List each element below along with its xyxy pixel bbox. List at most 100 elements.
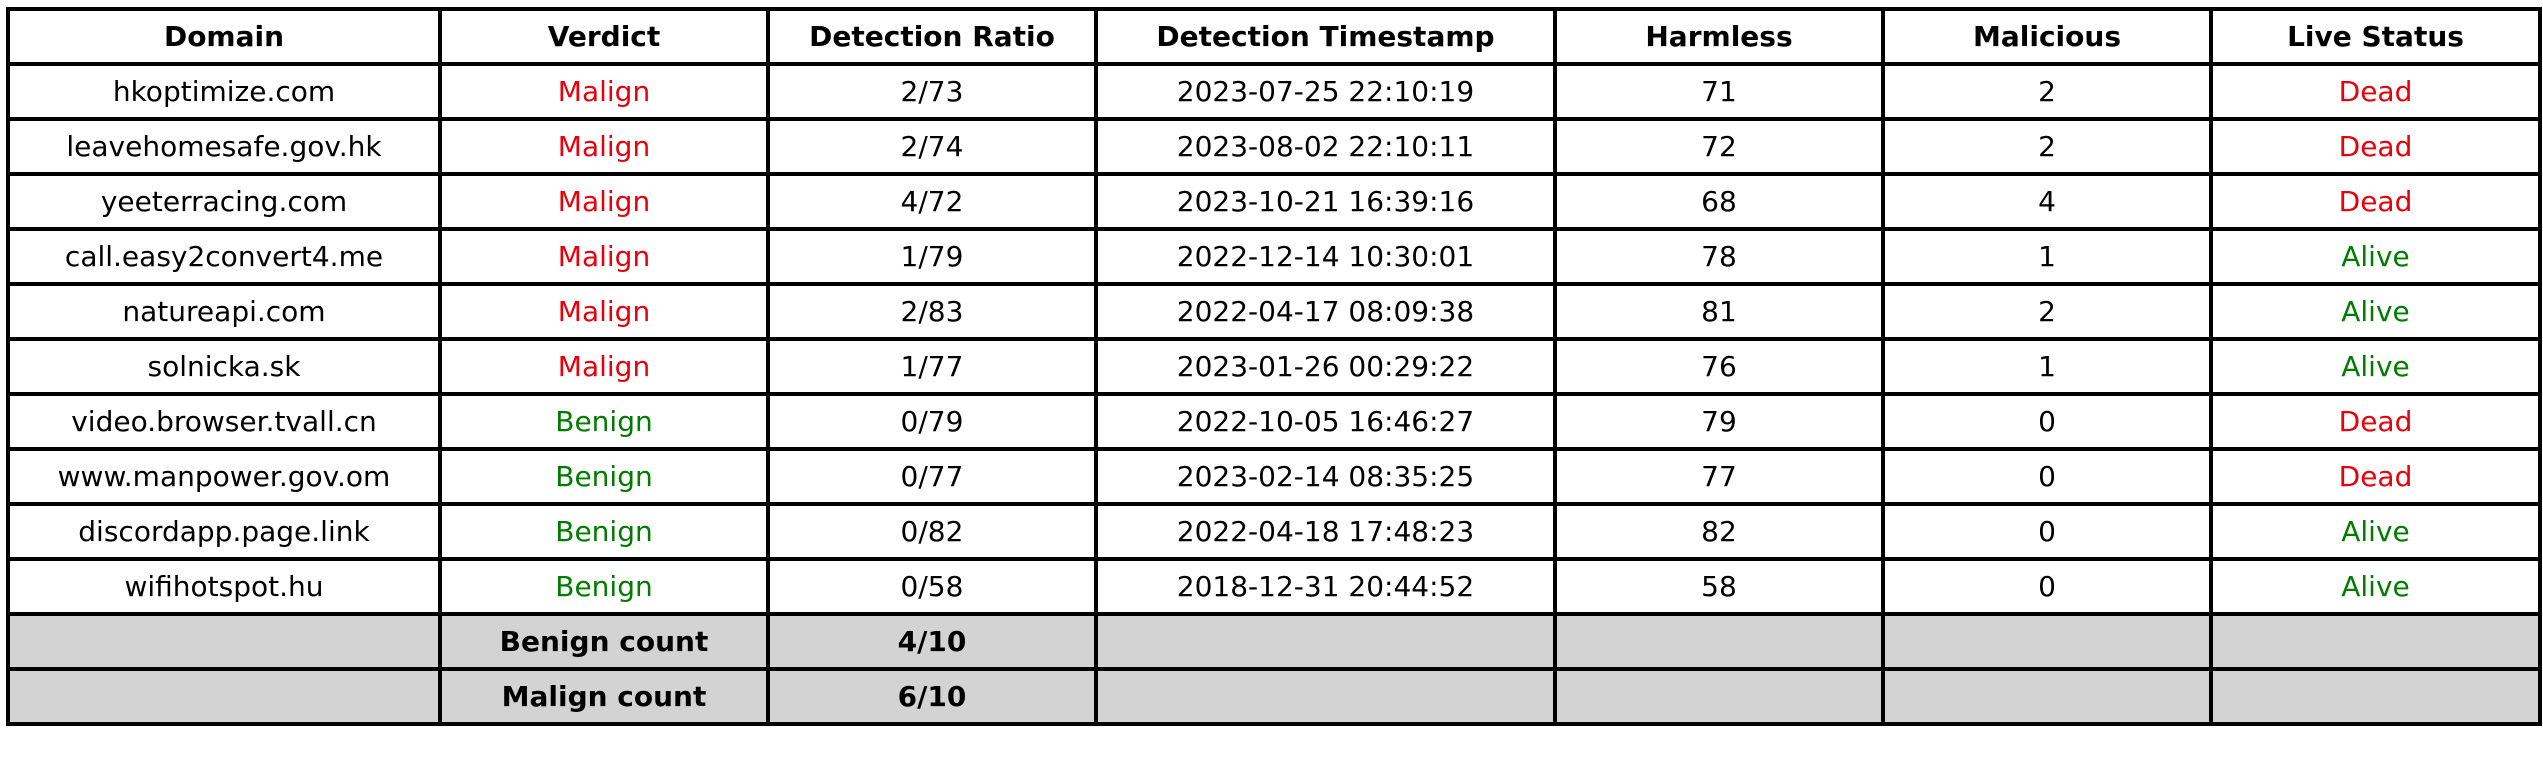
cell-live-status: Dead (2209, 447, 2542, 506)
summary-empty-cell (1094, 612, 1557, 671)
summary-value: 4/10 (766, 612, 1098, 671)
cell-detection-timestamp: 2023-08-02 22:10:11 (1094, 117, 1557, 176)
summary-empty-cell (1881, 667, 2213, 726)
cell-harmless: 78 (1553, 227, 1885, 286)
cell-malicious: 1 (1881, 227, 2213, 286)
cell-detection-timestamp: 2022-10-05 16:46:27 (1094, 392, 1557, 451)
header-detection-timestamp: Detection Timestamp (1094, 7, 1557, 66)
cell-detection-ratio: 0/77 (766, 447, 1098, 506)
summary-label: Malign count (438, 667, 770, 726)
cell-harmless: 79 (1553, 392, 1885, 451)
cell-detection-timestamp: 2022-04-18 17:48:23 (1094, 502, 1557, 561)
cell-domain: call.easy2convert4.me (6, 227, 442, 286)
cell-domain: video.browser.tvall.cn (6, 392, 442, 451)
header-harmless: Harmless (1553, 7, 1885, 66)
cell-harmless: 72 (1553, 117, 1885, 176)
cell-domain: discordapp.page.link (6, 502, 442, 561)
cell-detection-timestamp: 2023-07-25 22:10:19 (1094, 62, 1557, 121)
cell-detection-ratio: 1/79 (766, 227, 1098, 286)
cell-malicious: 1 (1881, 337, 2213, 396)
cell-domain: www.manpower.gov.om (6, 447, 442, 506)
header-verdict: Verdict (438, 7, 770, 66)
cell-malicious: 2 (1881, 282, 2213, 341)
cell-malicious: 0 (1881, 502, 2213, 561)
table-row: yeeterracing.com Malign 4/72 2023-10-21 16:… (6, 172, 2542, 231)
table-row: discordapp.page.link Benign 0/82 2022-04-18… (6, 502, 2542, 561)
summary-empty-cell (1881, 612, 2213, 671)
cell-harmless: 82 (1553, 502, 1885, 561)
cell-detection-ratio: 2/73 (766, 62, 1098, 121)
summary-empty-cell (1553, 667, 1885, 726)
cell-verdict: Malign (438, 117, 770, 176)
table-body: hkoptimize.com Malign 2/73 2023-07-25 22:10… (6, 62, 2542, 726)
summary-empty-cell (1094, 667, 1557, 726)
cell-detection-ratio: 2/74 (766, 117, 1098, 176)
summary-value: 6/10 (766, 667, 1098, 726)
cell-live-status: Alive (2209, 282, 2542, 341)
cell-verdict: Benign (438, 557, 770, 616)
table-row: solnicka.sk Malign 1/77 2023-01-26 00:29:22… (6, 337, 2542, 396)
cell-verdict: Benign (438, 447, 770, 506)
summary-empty-cell (1553, 612, 1885, 671)
table-row: wifihotspot.hu Benign 0/58 2018-12-31 20:44… (6, 557, 2542, 616)
table-row: hkoptimize.com Malign 2/73 2023-07-25 22:10… (6, 62, 2542, 121)
table-row: call.easy2convert4.me Malign 1/79 2022-12-1… (6, 227, 2542, 286)
cell-detection-timestamp: 2023-10-21 16:39:16 (1094, 172, 1557, 231)
cell-detection-timestamp: 2023-01-26 00:29:22 (1094, 337, 1557, 396)
cell-live-status: Alive (2209, 502, 2542, 561)
domain-detection-table: Domain Verdict Detection Ratio Detection… (6, 7, 2542, 726)
cell-harmless: 68 (1553, 172, 1885, 231)
cell-detection-ratio: 1/77 (766, 337, 1098, 396)
header-domain: Domain (6, 7, 442, 66)
cell-malicious: 0 (1881, 447, 2213, 506)
cell-domain: yeeterracing.com (6, 172, 442, 231)
summary-row-malign: Malign count 6/10 (6, 667, 2542, 726)
cell-live-status: Dead (2209, 62, 2542, 121)
table-row: natureapi.com Malign 2/83 2022-04-17 08:09:… (6, 282, 2542, 341)
cell-live-status: Alive (2209, 557, 2542, 616)
cell-harmless: 58 (1553, 557, 1885, 616)
summary-empty-cell (6, 612, 442, 671)
cell-malicious: 4 (1881, 172, 2213, 231)
cell-domain: solnicka.sk (6, 337, 442, 396)
summary-empty-cell (6, 667, 442, 726)
cell-malicious: 2 (1881, 117, 2213, 176)
cell-detection-timestamp: 2023-02-14 08:35:25 (1094, 447, 1557, 506)
cell-detection-ratio: 2/83 (766, 282, 1098, 341)
cell-harmless: 77 (1553, 447, 1885, 506)
cell-verdict: Malign (438, 227, 770, 286)
table-row: www.manpower.gov.om Benign 0/77 2023-02-14 … (6, 447, 2542, 506)
summary-row-benign: Benign count 4/10 (6, 612, 2542, 671)
cell-verdict: Benign (438, 392, 770, 451)
cell-verdict: Malign (438, 172, 770, 231)
cell-verdict: Malign (438, 337, 770, 396)
cell-domain: natureapi.com (6, 282, 442, 341)
cell-live-status: Alive (2209, 337, 2542, 396)
cell-malicious: 0 (1881, 392, 2213, 451)
table-row: leavehomesafe.gov.hk Malign 2/74 2023-08-02… (6, 117, 2542, 176)
summary-empty-cell (2209, 612, 2542, 671)
cell-verdict: Benign (438, 502, 770, 561)
cell-detection-timestamp: 2022-12-14 10:30:01 (1094, 227, 1557, 286)
cell-detection-timestamp: 2018-12-31 20:44:52 (1094, 557, 1557, 616)
cell-harmless: 76 (1553, 337, 1885, 396)
cell-verdict: Malign (438, 282, 770, 341)
cell-detection-ratio: 0/79 (766, 392, 1098, 451)
cell-verdict: Malign (438, 62, 770, 121)
cell-domain: leavehomesafe.gov.hk (6, 117, 442, 176)
cell-harmless: 71 (1553, 62, 1885, 121)
header-malicious: Malicious (1881, 7, 2213, 66)
cell-harmless: 81 (1553, 282, 1885, 341)
cell-detection-timestamp: 2022-04-17 08:09:38 (1094, 282, 1557, 341)
cell-malicious: 2 (1881, 62, 2213, 121)
summary-empty-cell (2209, 667, 2542, 726)
table-container: Domain Verdict Detection Ratio Detection… (6, 7, 2542, 726)
table-row: video.browser.tvall.cn Benign 0/79 2022-10-… (6, 392, 2542, 451)
cell-domain: wifihotspot.hu (6, 557, 442, 616)
cell-detection-ratio: 4/72 (766, 172, 1098, 231)
cell-malicious: 0 (1881, 557, 2213, 616)
header-row: Domain Verdict Detection Ratio Detection… (6, 7, 2542, 66)
cell-detection-ratio: 0/82 (766, 502, 1098, 561)
cell-live-status: Alive (2209, 227, 2542, 286)
summary-label: Benign count (438, 612, 770, 671)
